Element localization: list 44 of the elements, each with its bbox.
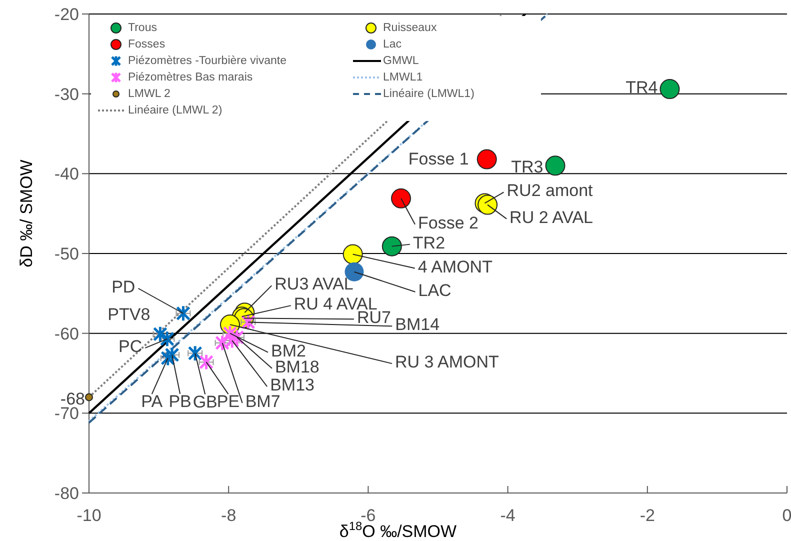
x-tick-label: -6 <box>360 506 376 525</box>
annotation: TR3 <box>511 158 544 178</box>
annotation: PD <box>112 278 136 297</box>
annotation: PE <box>216 392 240 412</box>
x-tick-label: -8 <box>221 506 236 525</box>
annotation: RU2 amont <box>506 182 594 201</box>
annotation: PTV8 <box>108 306 150 325</box>
legend-label: Ruisseaux <box>383 22 437 34</box>
legend-label: LMWL 2 <box>128 88 170 100</box>
annotation: 4 AMONT <box>418 258 492 277</box>
legend-label: Linéaire (LMWL1) <box>383 88 475 100</box>
annotation: PC <box>118 337 142 356</box>
annotation: LAC <box>418 281 452 300</box>
x-tick-label: -10 <box>76 506 102 525</box>
annotation: RU 3 AMONT <box>394 353 499 372</box>
legend-label: Piézomètres Bas marais <box>128 72 253 84</box>
annotation: RU 2 AVAL <box>510 208 594 228</box>
x-tick-label: 0 <box>782 506 791 525</box>
annotation: BM14 <box>395 316 440 335</box>
y-tick-label: -50 <box>54 244 79 264</box>
annotation: RU3 AVAL <box>274 275 354 294</box>
y-tick-label: -80 <box>54 484 79 503</box>
annotation: TR4 <box>626 78 658 98</box>
legend-label: GMWL <box>383 55 420 68</box>
y-tick-label: -20 <box>54 4 79 24</box>
x-tick-label: -4 <box>500 506 516 525</box>
annotation: GB <box>192 392 218 412</box>
legend-label: Fosses <box>128 38 166 51</box>
legend-label: Lac <box>383 38 402 51</box>
annotation: PB <box>168 392 192 412</box>
legend-label: Linéaire (LMWL 2) <box>128 104 222 117</box>
y-tick-label: -30 <box>54 84 79 104</box>
annotation: Fosse 1 <box>408 150 469 169</box>
legend-label: Trous <box>128 22 158 34</box>
y-tick-label: -70 <box>54 404 79 424</box>
y-tick-label: -60 <box>54 324 79 344</box>
legend-label: LMWL1 <box>383 72 423 84</box>
y-tick-label: -40 <box>54 164 79 184</box>
legend-label: Piézomètres -Tourbière vivante <box>128 55 287 68</box>
y-axis-title: δD ‰/ SMOW <box>17 160 36 268</box>
annotation: Fosse 2 <box>418 214 478 233</box>
annotation: PA <box>141 392 164 412</box>
x-tick-label: -2 <box>640 506 655 525</box>
annotation: TR2 <box>412 234 446 253</box>
